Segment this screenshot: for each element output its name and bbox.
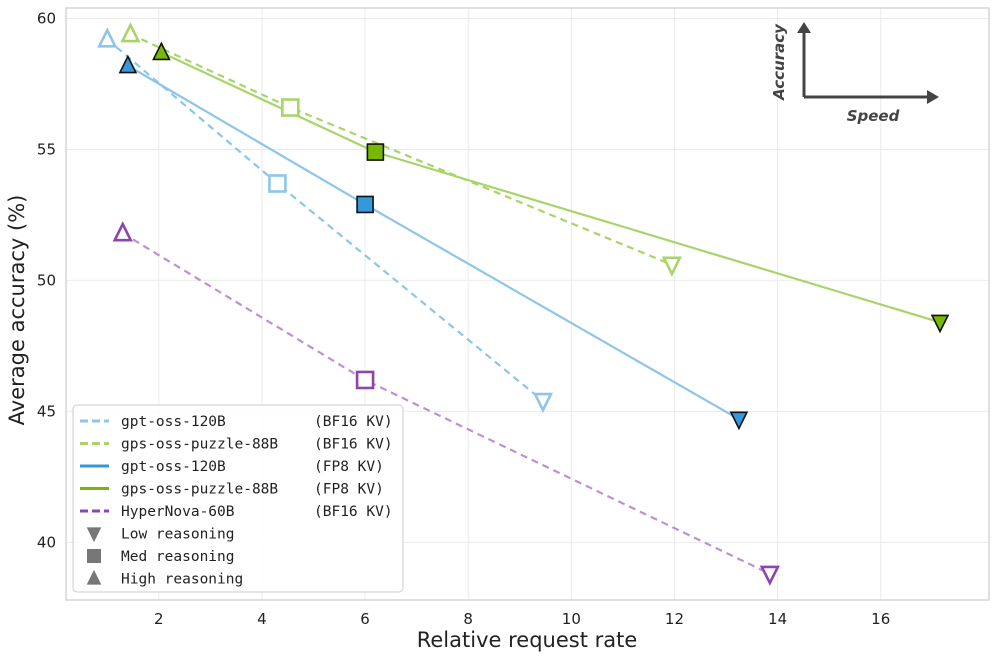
data-point-4-low (759, 565, 780, 586)
data-point-2-low (729, 411, 749, 431)
legend: gpt-oss-120B (BF16 KV) gps-oss-puzzle-88B (… (72, 404, 404, 593)
legend-marker-0 (86, 527, 102, 543)
data-point-1-low (661, 256, 682, 277)
legend-precision-0: (BF16 KV) (314, 414, 393, 430)
legend-label-3: gps-oss-puzzle-88B (121, 482, 278, 498)
data-point-2-high (118, 54, 138, 74)
speed-arrow-head (927, 90, 939, 104)
legend-precision-1: (BF16 KV) (314, 437, 393, 453)
legend-precision-3: (FP8 KV) (314, 482, 384, 498)
series-line-0 (106, 38, 544, 402)
x-tick-label: 4 (257, 610, 267, 628)
legend-marker-2 (86, 569, 102, 585)
data-point-0-low (532, 392, 554, 414)
legend-marker-label-2: High reasoning (121, 572, 243, 588)
grid (66, 8, 989, 600)
data-point-0-med (268, 174, 287, 193)
legend-marker-label-1: Med reasoning (121, 549, 235, 565)
data-point-0-high (97, 27, 118, 48)
data-point-1-high (120, 22, 141, 43)
y-tick-label: 50 (37, 271, 56, 289)
data-point-1-med (281, 98, 300, 117)
legend-entries: gpt-oss-120B (BF16 KV) gps-oss-puzzle-88B (… (80, 414, 393, 588)
series-line-4 (122, 232, 771, 575)
x-tick-label: 12 (665, 610, 684, 628)
legend-marker-label-0: Low reasoning (121, 527, 235, 543)
x-axis-label: Relative request rate (417, 628, 638, 652)
inset-accuracy-label: Accuracy (770, 23, 788, 101)
x-tick-label: 2 (154, 610, 164, 628)
data-point-2-med (356, 195, 374, 214)
legend-label-0: gpt-oss-120B (121, 414, 226, 430)
legend-label-1: gps-oss-puzzle-88B (121, 437, 278, 453)
series-markers (97, 22, 950, 586)
series-line-1 (129, 33, 673, 266)
legend-box (72, 404, 404, 593)
legend-label-2: gpt-oss-120B (121, 459, 226, 475)
y-axis-label: Average accuracy (%) (5, 195, 29, 426)
plot-frame (65, 7, 990, 601)
y-tick-label: 45 (37, 402, 56, 420)
series-line-2 (127, 64, 740, 421)
legend-precision-2: (FP8 KV) (314, 459, 384, 475)
x-tick-label: 10 (562, 610, 581, 628)
data-point-3-med (366, 143, 385, 161)
legend-precision-4: (BF16 KV) (314, 504, 393, 520)
series-layer (97, 22, 950, 586)
data-point-3-high (152, 41, 171, 61)
data-point-4-med (355, 370, 375, 390)
x-tick-label: 6 (360, 610, 370, 628)
y-tick-label: 40 (37, 533, 56, 551)
data-point-4-high (112, 221, 133, 242)
legend-marker-1 (87, 549, 101, 563)
x-tick-label: 14 (768, 610, 787, 628)
inset-speed-label: Speed (847, 107, 900, 125)
y-tick-label: 60 (37, 9, 56, 27)
accuracy-arrow-head (797, 22, 811, 33)
x-tick-label: 16 (871, 610, 890, 628)
data-point-3-low (930, 314, 950, 334)
legend-label-4: HyperNova-60B (121, 504, 235, 520)
y-tick-label: 55 (37, 140, 56, 158)
tick-labels: 2 4 6 8 10 12 14 16 40 45 50 55 60 (37, 9, 890, 628)
accuracy-speed-inset: Accuracy Speed (770, 22, 939, 125)
x-tick-label: 8 (463, 610, 473, 628)
